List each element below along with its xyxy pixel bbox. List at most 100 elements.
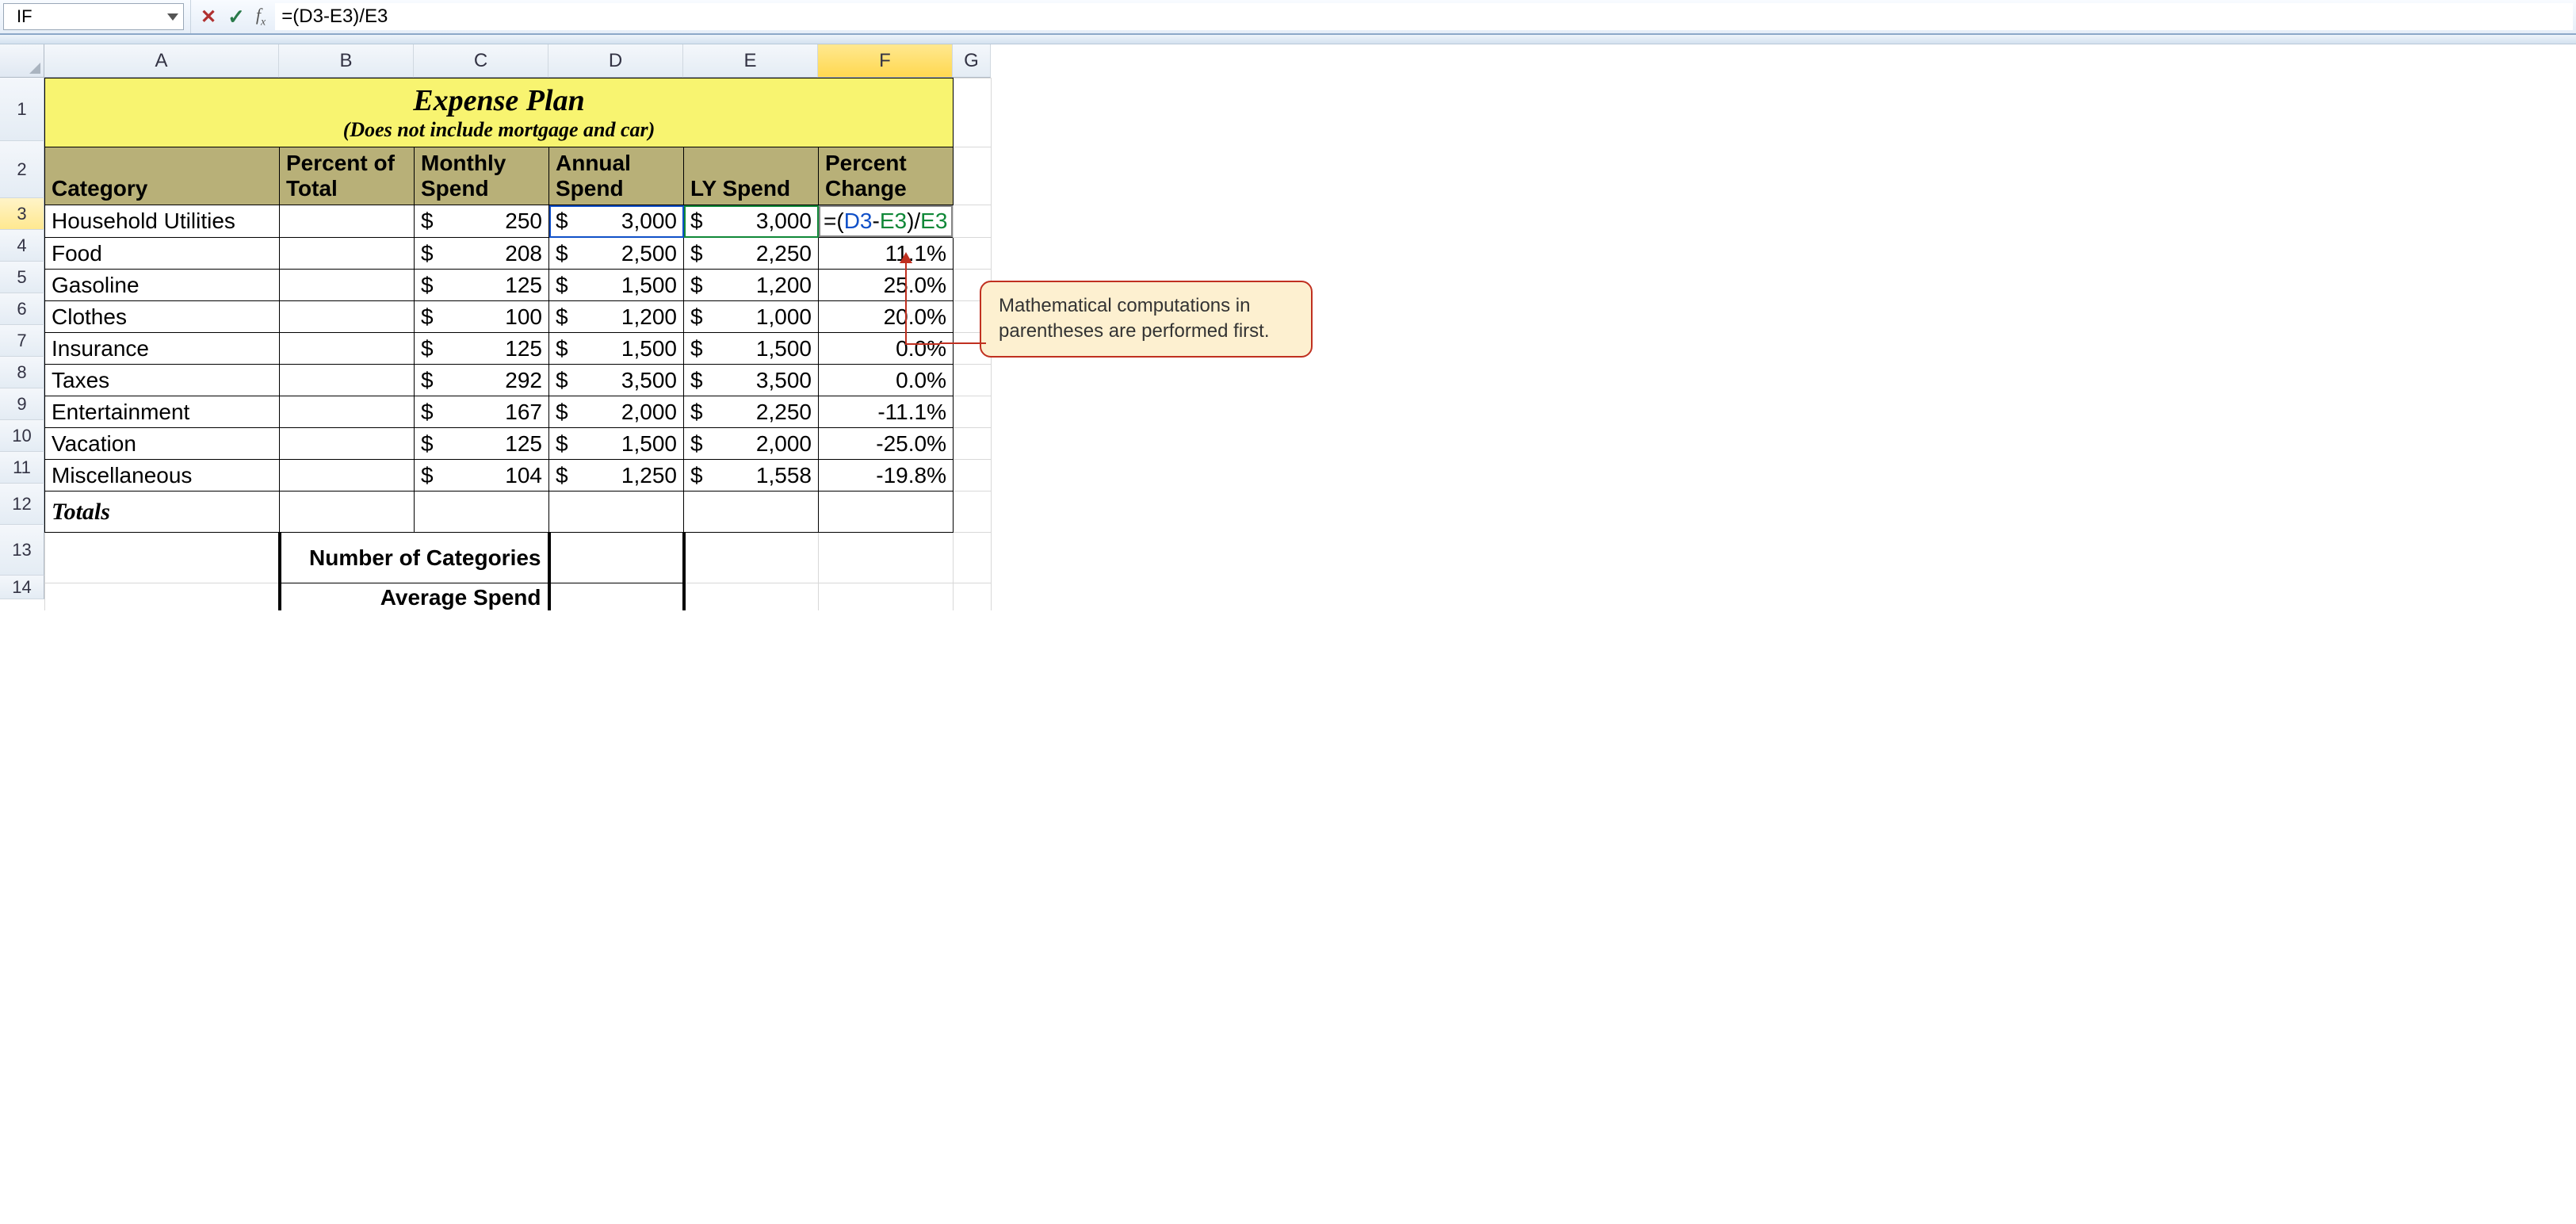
col-header-E[interactable]: E [683, 44, 818, 78]
ly-cell[interactable]: $1,000 [684, 301, 819, 333]
pct-change-cell[interactable]: -19.8% [819, 460, 954, 492]
pct-change-cell[interactable]: -11.1% [819, 396, 954, 428]
ly-cell[interactable]: $2,250 [684, 238, 819, 270]
row-header-4[interactable]: 4 [0, 230, 44, 262]
ly-cell[interactable]: $3,500 [684, 365, 819, 396]
percent-total-cell[interactable] [280, 396, 415, 428]
cell-G3[interactable] [954, 205, 992, 238]
pct-change-cell[interactable]: -25.0% [819, 428, 954, 460]
header-category[interactable]: Category [45, 147, 280, 205]
title-cell[interactable]: Expense Plan (Does not include mortgage … [45, 78, 954, 147]
percent-total-cell[interactable] [280, 238, 415, 270]
cell-E12[interactable] [684, 492, 819, 533]
cell-G7[interactable] [954, 333, 992, 365]
cell-G2[interactable] [954, 147, 992, 205]
col-header-B[interactable]: B [279, 44, 414, 78]
cell-G4[interactable] [954, 238, 992, 270]
row-header-1[interactable]: 1 [0, 78, 44, 141]
category-cell[interactable]: Entertainment [45, 396, 280, 428]
row-header-12[interactable]: 12 [0, 484, 44, 525]
annual-cell[interactable]: $1,200 [549, 301, 684, 333]
number-categories-label[interactable]: Number of Categories [280, 533, 549, 583]
category-cell[interactable]: Taxes [45, 365, 280, 396]
pct-change-cell[interactable]: 11.1% [819, 238, 954, 270]
cell-G1[interactable] [954, 78, 992, 147]
col-header-A[interactable]: A [44, 44, 279, 78]
monthly-cell[interactable]: $125 [415, 428, 549, 460]
cell-D12[interactable] [549, 492, 684, 533]
category-cell[interactable]: Insurance [45, 333, 280, 365]
col-header-G[interactable]: G [953, 44, 991, 78]
name-box-dropdown-icon[interactable] [167, 13, 178, 21]
cell-G11[interactable] [954, 460, 992, 492]
row-header-2[interactable]: 2 [0, 141, 44, 198]
row-header-3[interactable]: 3 [0, 198, 44, 230]
enter-icon[interactable]: ✓ [227, 5, 245, 29]
name-box[interactable]: IF [3, 3, 184, 30]
cell-G8[interactable] [954, 365, 992, 396]
totals-label[interactable]: Totals [45, 492, 280, 533]
row-header-11[interactable]: 11 [0, 452, 44, 484]
row-header-8[interactable]: 8 [0, 357, 44, 388]
pct-change-cell[interactable]: 20.0% [819, 301, 954, 333]
percent-total-cell[interactable] [280, 333, 415, 365]
monthly-cell[interactable]: $167 [415, 396, 549, 428]
annual-cell[interactable]: $3,500 [549, 365, 684, 396]
category-cell[interactable]: Clothes [45, 301, 280, 333]
col-header-C[interactable]: C [414, 44, 548, 78]
ly-cell[interactable]: $2,250 [684, 396, 819, 428]
cell-G5[interactable] [954, 270, 992, 301]
annual-cell[interactable]: $2,500 [549, 238, 684, 270]
cell-G13[interactable] [954, 533, 992, 583]
annual-cell[interactable]: $1,250 [549, 460, 684, 492]
percent-total-cell[interactable] [280, 301, 415, 333]
category-cell[interactable]: Household Utilities [45, 205, 280, 238]
row-header-6[interactable]: 6 [0, 293, 44, 325]
cancel-icon[interactable]: ✕ [201, 6, 216, 29]
annual-cell[interactable]: $2,000 [549, 396, 684, 428]
cell-G14[interactable] [954, 583, 992, 611]
ly-cell[interactable]: $3,000 [684, 205, 819, 238]
header-ly[interactable]: LY Spend [684, 147, 819, 205]
annual-cell[interactable]: $1,500 [549, 270, 684, 301]
row-header-7[interactable]: 7 [0, 325, 44, 357]
cell-D13[interactable] [549, 533, 684, 583]
row-header-14[interactable]: 14 [0, 576, 44, 599]
row-header-5[interactable]: 5 [0, 262, 44, 293]
row-header-10[interactable]: 10 [0, 420, 44, 452]
cell-D14[interactable] [549, 583, 684, 611]
fx-icon[interactable]: fx [256, 5, 266, 29]
category-cell[interactable]: Vacation [45, 428, 280, 460]
percent-total-cell[interactable] [280, 365, 415, 396]
ly-cell[interactable]: $1,558 [684, 460, 819, 492]
ly-cell[interactable]: $1,500 [684, 333, 819, 365]
monthly-cell[interactable]: $292 [415, 365, 549, 396]
annual-cell[interactable]: $1,500 [549, 333, 684, 365]
cell-G6[interactable] [954, 301, 992, 333]
percent-total-cell[interactable] [280, 205, 415, 238]
cell-G9[interactable] [954, 396, 992, 428]
cell-A13[interactable] [45, 533, 280, 583]
cell-B12[interactable] [280, 492, 415, 533]
ly-cell[interactable]: $2,000 [684, 428, 819, 460]
category-cell[interactable]: Miscellaneous [45, 460, 280, 492]
pct-change-cell[interactable]: 0.0% [819, 365, 954, 396]
header-monthly[interactable]: Monthly Spend [415, 147, 549, 205]
cell-E14[interactable] [684, 583, 819, 611]
monthly-cell[interactable]: $250 [415, 205, 549, 238]
cell-A14[interactable] [45, 583, 280, 611]
cell-G10[interactable] [954, 428, 992, 460]
cell-E13[interactable] [684, 533, 819, 583]
cell-C12[interactable] [415, 492, 549, 533]
col-header-F[interactable]: F [818, 44, 953, 78]
cell-F13[interactable] [819, 533, 954, 583]
pct-change-cell[interactable]: 0.0% [819, 333, 954, 365]
pct-change-cell[interactable]: =(D3-E3)/E3 [819, 205, 953, 237]
category-cell[interactable]: Gasoline [45, 270, 280, 301]
cell-F12[interactable] [819, 492, 954, 533]
cell-F14[interactable] [819, 583, 954, 611]
annual-cell[interactable]: $1,500 [549, 428, 684, 460]
ly-cell[interactable]: $1,200 [684, 270, 819, 301]
annual-cell[interactable]: $3,000 [549, 205, 684, 238]
row-header-13[interactable]: 13 [0, 525, 44, 576]
